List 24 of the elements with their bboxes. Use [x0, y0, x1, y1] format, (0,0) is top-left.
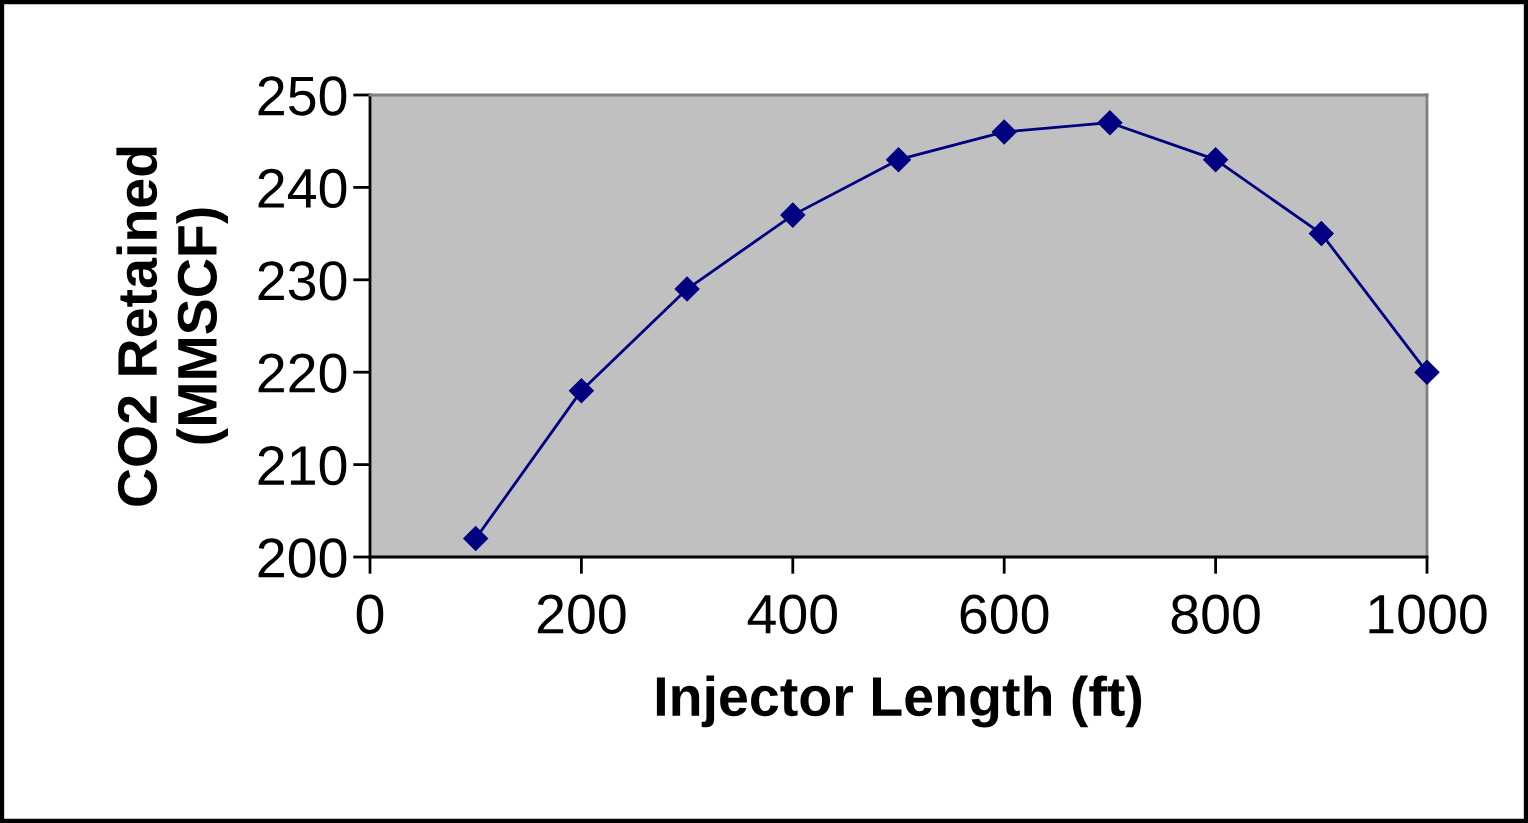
x-tick-label: 200 [537, 594, 626, 634]
y-axis-title: CO2 Retained (MMSCF) [116, 147, 229, 506]
y-tick-label: 240 [258, 168, 347, 209]
point [886, 147, 911, 173]
y-tick-label: 230 [258, 261, 347, 301]
x-tick-label: 1000 [1369, 594, 1487, 634]
y-tick-label: 210 [258, 445, 347, 486]
point [1203, 147, 1229, 173]
point [991, 119, 1017, 145]
x-tick-label: 800 [1171, 594, 1260, 634]
point [1414, 359, 1440, 385]
point [463, 526, 489, 551]
point [568, 378, 594, 404]
x-tick-label: 0 [356, 594, 384, 634]
point [780, 202, 806, 228]
point [1308, 221, 1334, 247]
y-tick-label: 200 [258, 538, 347, 578]
y-tick-label: 220 [258, 353, 347, 393]
point [674, 276, 700, 302]
x-tick-label: 400 [747, 594, 837, 634]
point [1097, 110, 1123, 136]
y-tick-label: 250 [258, 76, 347, 116]
x-axis-title: Injector Length (ft) [656, 675, 1142, 728]
x-tick-label: 600 [960, 594, 1049, 634]
